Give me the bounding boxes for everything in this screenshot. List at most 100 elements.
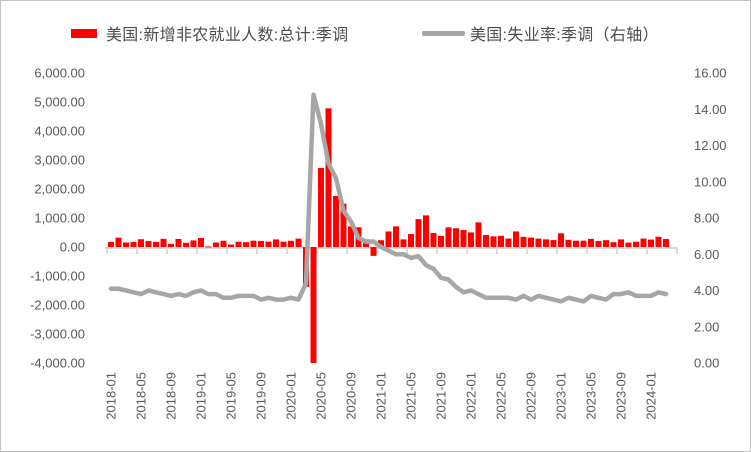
right-axis-tick-label: 2.00 [694, 319, 719, 334]
bar [438, 236, 444, 247]
line-series [108, 92, 669, 304]
bar [520, 236, 527, 247]
x-axis-tick-label: 2019-09 [254, 372, 269, 420]
bar [190, 240, 197, 247]
left-axis-tick-label: 6,000.00 [34, 66, 85, 81]
bar [618, 239, 624, 247]
right-axis-tick-label: 10.00 [694, 174, 727, 189]
bar [205, 246, 212, 248]
bar [603, 240, 609, 247]
legend-label-unemployment-rate: 美国:失业率:季调（右轴） [470, 27, 659, 44]
bar [183, 242, 189, 247]
left-axis-tick-label: 0.00 [60, 240, 85, 255]
x-axis-tick-label: 2022-09 [524, 372, 539, 420]
bar [273, 239, 279, 247]
right-axis-tick-label: 16.00 [694, 66, 727, 81]
bar [123, 242, 129, 247]
x-axis-tick-label: 2021-09 [434, 372, 449, 420]
bar [138, 239, 144, 247]
bar [445, 227, 452, 247]
bar [475, 222, 482, 247]
bar [588, 238, 594, 247]
bar [235, 241, 242, 247]
bar [453, 228, 459, 247]
legend-item-nonfarm-payrolls: 美国:新增非农就业人数:总计:季调 [71, 23, 349, 44]
bar [655, 236, 662, 247]
x-axis-tick-label: 2024-01 [644, 372, 659, 420]
left-axis-tick-label: 2,000.00 [34, 182, 85, 197]
bar [318, 167, 324, 247]
right-axis-tick-label: 8.00 [694, 211, 719, 226]
left-axis-tick-label: 4,000.00 [34, 124, 85, 139]
bar [130, 241, 137, 247]
left-axis-tick-label: 5,000.00 [34, 95, 85, 110]
bar [513, 231, 519, 247]
x-axis-tick-label: 2021-05 [404, 372, 419, 420]
x-axis-tick-label: 2018-01 [104, 372, 119, 420]
legend-item-unemployment-rate: 美国:失业率:季调（右轴） [422, 23, 659, 44]
legend: 美国:新增非农就业人数:总计:季调 美国:失业率:季调（右轴） [1, 1, 750, 51]
right-axis-tick-label: 0.00 [694, 356, 719, 371]
bar [385, 231, 392, 247]
left-axis-tick-label: -4,000.00 [30, 356, 85, 371]
x-axis-tick-label: 2023-01 [554, 372, 569, 420]
bar [498, 235, 504, 247]
bar [340, 203, 347, 247]
bar [378, 240, 384, 247]
bar [115, 237, 122, 247]
x-axis-tick-label: 2020-01 [284, 372, 299, 420]
bar [370, 247, 377, 256]
bar [565, 239, 572, 247]
bar [558, 233, 564, 247]
bar [333, 195, 339, 247]
x-axis-tick-label: 2018-09 [164, 372, 179, 420]
bar [228, 244, 234, 247]
bar [250, 240, 257, 247]
right-axis-tick-label: 4.00 [694, 283, 719, 298]
x-axis-tick-label: 2022-01 [464, 372, 479, 420]
bar [243, 242, 249, 247]
bar [393, 226, 399, 247]
bar [580, 240, 587, 247]
bar [490, 236, 497, 247]
x-axis-tick-label: 2018-05 [134, 372, 149, 420]
bar [108, 241, 114, 247]
bar [153, 241, 159, 247]
line-legend-swatch [422, 30, 465, 36]
bar [633, 241, 639, 247]
x-axis-tick-label: 2022-05 [494, 372, 509, 420]
x-axis-tick-label: 2021-01 [374, 372, 389, 420]
bar [325, 108, 332, 247]
left-axis-tick-label: 3,000.00 [34, 153, 85, 168]
bar [430, 232, 437, 247]
bar [220, 240, 227, 247]
bar [265, 241, 272, 247]
bar [160, 238, 167, 247]
bar [543, 239, 549, 247]
bar [408, 234, 414, 247]
x-axis-tick-label: 2023-09 [614, 372, 629, 420]
bar-legend-swatch [71, 28, 97, 38]
bar [505, 238, 512, 247]
bar [550, 240, 557, 247]
bar [535, 238, 542, 247]
x-axis-tick-label: 2019-05 [224, 372, 239, 420]
bar [573, 240, 579, 247]
x-axis-tick-label: 2020-09 [344, 372, 359, 420]
bar [648, 239, 654, 247]
bar [198, 237, 204, 247]
legend-label-nonfarm-payrolls: 美国:新增非农就业人数:总计:季调 [106, 27, 349, 44]
bar [640, 238, 647, 247]
bar [663, 239, 669, 247]
bar [423, 215, 429, 247]
right-axis-tick-label: 14.00 [694, 102, 727, 117]
bar [295, 238, 302, 247]
bar [168, 243, 174, 247]
right-axis-tick-label: 6.00 [694, 247, 719, 262]
bar [400, 239, 407, 247]
x-axis-tick-label: 2023-05 [584, 372, 599, 420]
bar [625, 242, 632, 247]
x-axis-tick-label: 2019-01 [194, 372, 209, 420]
